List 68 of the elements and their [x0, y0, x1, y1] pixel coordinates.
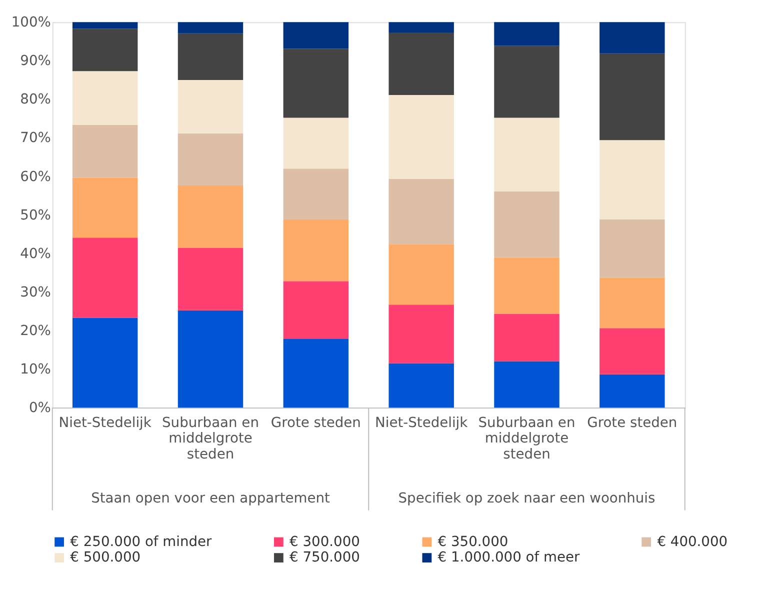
legend-label: € 350.000 — [438, 534, 508, 550]
bar — [72, 318, 138, 408]
bar — [283, 281, 349, 339]
bar — [388, 179, 454, 244]
bar — [72, 238, 138, 318]
bar — [600, 53, 665, 140]
y-tick-label: 50% — [20, 207, 51, 224]
bar — [600, 277, 665, 328]
bar — [72, 178, 138, 238]
bar — [283, 48, 349, 118]
bar — [388, 304, 454, 364]
bar — [72, 28, 138, 72]
y-tick-label: 0% — [28, 400, 51, 416]
legend-label: € 300.000 — [290, 534, 360, 550]
bar — [494, 46, 560, 118]
y-tick-label: 10% — [20, 361, 51, 378]
bar — [388, 363, 454, 408]
bar — [600, 374, 665, 408]
y-tick-label: 90% — [20, 53, 51, 70]
bar — [283, 168, 349, 220]
x-tick-label: Niet-Stedelijk — [58, 414, 152, 431]
x-tick-label: Grote steden — [587, 414, 678, 431]
bar — [600, 219, 665, 278]
bar — [494, 314, 560, 362]
y-tick-label: 60% — [20, 168, 51, 185]
y-tick-label: 20% — [20, 322, 51, 339]
legend-label: € 400.000 — [657, 534, 728, 550]
bar — [178, 80, 244, 134]
x-tick-label: Suburbaan en middelgrote steden — [478, 414, 576, 462]
bar — [388, 22, 454, 33]
bar — [494, 257, 560, 314]
y-tick-label: 70% — [20, 130, 51, 146]
bar — [178, 134, 244, 186]
legend-label: € 500.000 — [70, 550, 141, 566]
bar — [494, 118, 560, 192]
legend-label: € 750.000 — [290, 550, 360, 566]
y-tick-label: 30% — [20, 284, 51, 300]
x-tick-label: Suburbaan en middelgrote steden — [162, 414, 259, 462]
x-tick-label: Grote steden — [270, 414, 361, 431]
bar — [72, 125, 138, 178]
text: Specifiek op zoek naar een woonhuis — [398, 490, 656, 506]
bar — [283, 118, 349, 169]
legend-label: € 1.000.000 of meer — [438, 550, 580, 566]
bar — [283, 338, 349, 408]
legend-label: € 250.000 of minder — [70, 534, 212, 550]
bar — [72, 22, 138, 29]
bar — [600, 328, 665, 374]
bar — [494, 191, 560, 258]
bar — [600, 22, 665, 54]
bar — [600, 140, 665, 220]
bar — [283, 22, 349, 49]
text: Staan open voor een appartement — [91, 490, 330, 506]
bar — [178, 22, 244, 34]
bar — [283, 219, 349, 282]
bar — [178, 248, 244, 310]
bar — [388, 32, 454, 95]
bar — [178, 186, 244, 248]
bar — [494, 22, 560, 46]
bar — [178, 33, 244, 80]
x-tick-label: Niet-Stedelijk — [375, 414, 468, 431]
y-tick-label: 100% — [11, 14, 51, 31]
bar — [178, 310, 244, 408]
bar — [72, 71, 138, 126]
y-tick-label: 40% — [20, 246, 51, 262]
bar — [388, 94, 454, 180]
bar — [388, 244, 454, 305]
y-tick-label: 80% — [20, 92, 51, 108]
bar — [494, 361, 560, 408]
